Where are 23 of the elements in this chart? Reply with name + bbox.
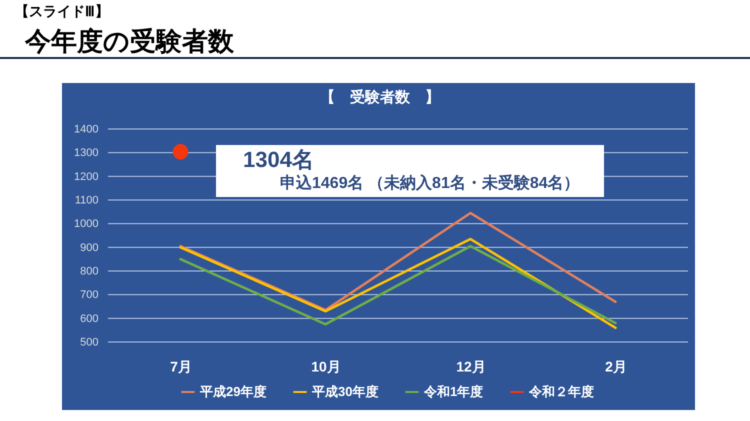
y-tick-label: 1200 xyxy=(74,170,98,183)
legend-label: 平成29年度 xyxy=(199,384,266,399)
x-tick-label: 10月 xyxy=(311,358,341,374)
chart-title: 今年度の受験者数 xyxy=(24,26,235,56)
annotation: 申込1469名 （未納入81名・未受験84名） xyxy=(280,174,580,192)
y-tick-label: 900 xyxy=(80,242,98,254)
legend-label: 平成30年度 xyxy=(311,384,378,399)
text: 【スライドⅢ】 xyxy=(15,3,109,19)
y-tick-label: 700 xyxy=(80,289,98,302)
y-tick-label: 1300 xyxy=(74,147,98,160)
x-tick-label: 12月 xyxy=(456,358,486,374)
y-tick-label: 1100 xyxy=(74,194,98,206)
y-tick-label: 1000 xyxy=(74,218,98,230)
chart-subtitle: 【 受験者数 】 xyxy=(320,89,440,106)
annotation: 1304名 xyxy=(243,147,314,172)
y-tick-label: 600 xyxy=(80,312,98,325)
y-tick-label: 500 xyxy=(80,336,98,348)
x-tick-label: 7月 xyxy=(170,358,192,374)
legend-label: 令和２年度 xyxy=(528,384,594,399)
y-tick-label: 800 xyxy=(80,266,98,278)
y-tick-label: 1400 xyxy=(74,124,98,136)
x-tick-label: 2月 xyxy=(605,358,627,374)
legend-label: 令和1年度 xyxy=(423,384,484,399)
